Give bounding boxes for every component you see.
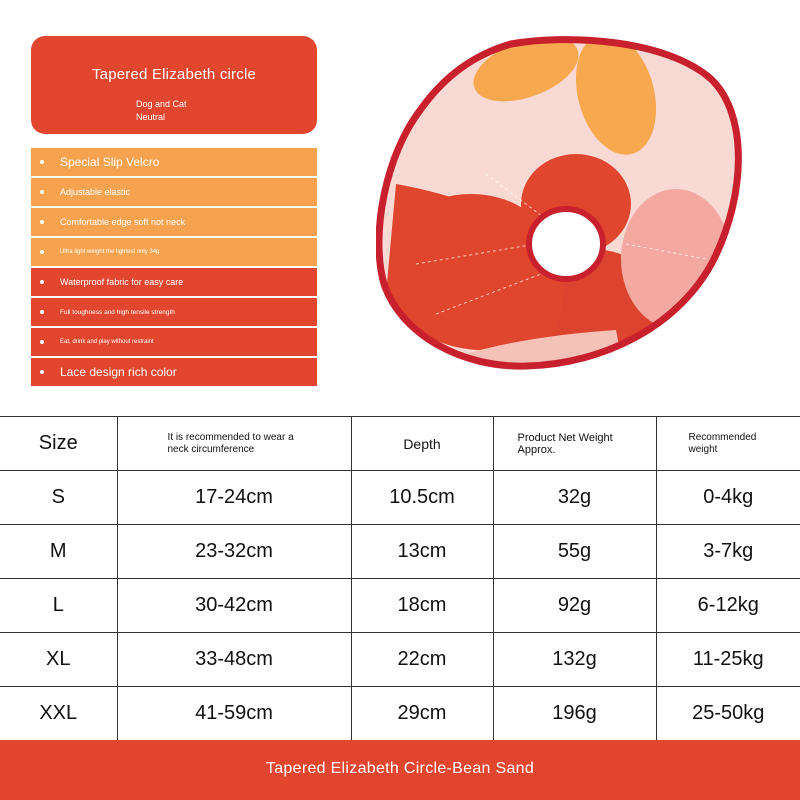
cell-depth: 29cm <box>350 686 494 741</box>
cell-weight: 132g <box>492 632 657 687</box>
elizabethan-collar-icon <box>376 36 742 370</box>
table-row: XXL 41-59cm 29cm 196g 25-50kg <box>0 686 800 741</box>
bullet-icon <box>40 280 44 284</box>
bullet-icon <box>40 340 44 344</box>
cell-recommended: 6-12kg <box>655 578 800 633</box>
footer-banner: Tapered Elizabeth Circle-Bean Sand <box>0 740 800 800</box>
feature-list: Special Slip Velcro Adjustable elastic C… <box>31 148 317 388</box>
feature-item: Full toughness and high tensile strength <box>31 298 317 326</box>
table-row: S 17-24cm 10.5cm 32g 0-4kg <box>0 470 800 525</box>
subtitle-line-1: Dog and Cat <box>136 99 187 109</box>
feature-label: Lace design rich color <box>60 365 177 379</box>
feature-label: Adjustable elastic <box>60 187 131 197</box>
cell-neck: 33-48cm <box>116 632 352 687</box>
footer-label: Tapered Elizabeth Circle-Bean Sand <box>265 760 535 777</box>
cell-weight: 92g <box>492 578 657 633</box>
feature-label: Waterproof fabric for easy care <box>60 277 184 287</box>
bullet-icon <box>40 220 44 224</box>
feature-label: Full toughness and high tensile strength <box>60 308 175 316</box>
bullet-icon <box>40 160 44 164</box>
table-row: L 30-42cm 18cm 92g 6-12kg <box>0 578 800 633</box>
cell-size: XL <box>0 632 118 687</box>
cell-size: S <box>0 470 118 525</box>
cell-size: M <box>0 524 118 579</box>
bullet-icon <box>40 370 44 374</box>
cell-weight: 32g <box>492 470 657 525</box>
feature-label: Special Slip Velcro <box>60 155 160 169</box>
feature-item: Comfortable edge soft not neck <box>31 208 317 236</box>
cell-recommended: 25-50kg <box>655 686 800 741</box>
header-neck: It is recommended to wear a neck circumf… <box>116 416 352 471</box>
cell-depth: 18cm <box>350 578 494 633</box>
product-title: Tapered Elizabeth circle <box>91 66 257 83</box>
cell-depth: 22cm <box>350 632 494 687</box>
bullet-icon <box>40 310 44 314</box>
cell-recommended: 11-25kg <box>655 632 800 687</box>
header-depth: Depth <box>350 416 494 471</box>
feature-label: Ultra light weight the lightest only 34g <box>60 248 160 255</box>
cell-neck: 23-32cm <box>116 524 352 579</box>
cell-recommended: 3-7kg <box>655 524 800 579</box>
cell-neck: 41-59cm <box>116 686 352 741</box>
cell-neck: 30-42cm <box>116 578 352 633</box>
feature-label: Comfortable edge soft not neck <box>60 217 186 227</box>
table-row: XL 33-48cm 22cm 132g 11-25kg <box>0 632 800 687</box>
feature-item: Lace design rich color <box>31 358 317 386</box>
subtitle-line-2: Neutral <box>136 112 166 122</box>
feature-item: Eat, drink and play without restraint <box>31 328 317 356</box>
header-size: Size <box>0 416 118 471</box>
cell-depth: 13cm <box>350 524 494 579</box>
feature-label: Eat, drink and play without restraint <box>60 338 154 345</box>
bullet-icon <box>40 250 44 254</box>
header-weight: Product Net Weight Approx. <box>492 416 657 471</box>
cell-size: XXL <box>0 686 118 741</box>
table-header-row: Size It is recommended to wear a neck ci… <box>0 416 800 471</box>
feature-item: Waterproof fabric for easy care <box>31 268 317 296</box>
feature-item: Ultra light weight the lightest only 34g <box>31 238 317 266</box>
cell-weight: 196g <box>492 686 657 741</box>
cell-size: L <box>0 578 118 633</box>
size-table: Size It is recommended to wear a neck ci… <box>0 416 800 741</box>
cell-depth: 10.5cm <box>350 470 494 525</box>
feature-item: Special Slip Velcro <box>31 148 317 176</box>
cell-weight: 55g <box>492 524 657 579</box>
bullet-icon <box>40 190 44 194</box>
cell-recommended: 0-4kg <box>655 470 800 525</box>
product-subtitle: Dog and Cat Neutral <box>136 98 187 124</box>
cell-neck: 17-24cm <box>116 470 352 525</box>
table-row: M 23-32cm 13cm 55g 3-7kg <box>0 524 800 579</box>
header-recommended: Recommended weight <box>655 416 800 471</box>
feature-item: Adjustable elastic <box>31 178 317 206</box>
title-card: Tapered Elizabeth circle Dog and Cat Neu… <box>31 36 317 134</box>
